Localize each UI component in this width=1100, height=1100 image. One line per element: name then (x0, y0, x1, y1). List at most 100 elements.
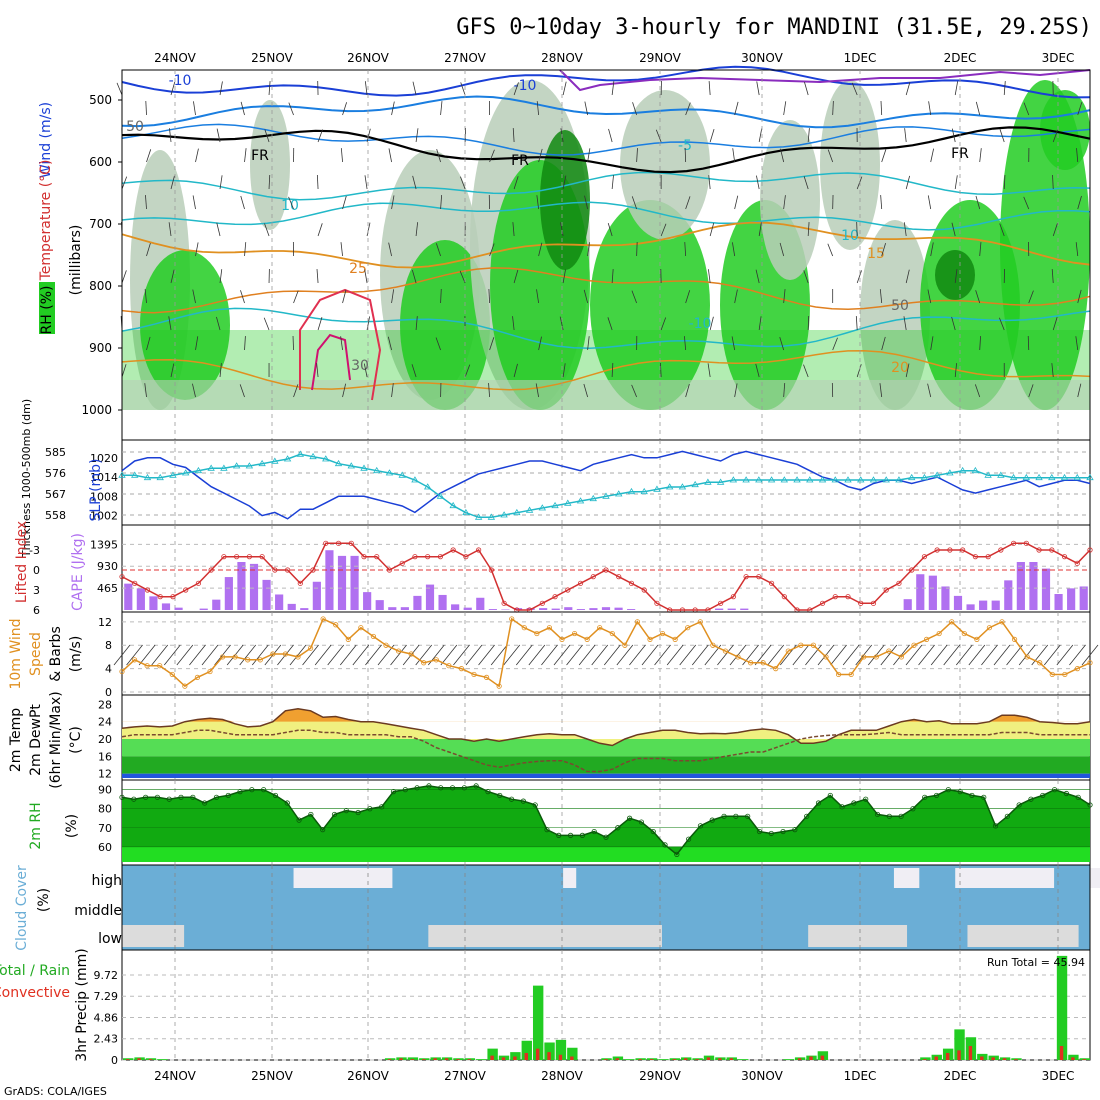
cape-lifted-index-panel: -3 0 3 6 1395 930 465 (29, 524, 1093, 617)
wind-speed-line-marker (722, 648, 729, 654)
upper-wind-barb (268, 175, 271, 190)
cape-bar (903, 599, 912, 610)
thickness-line-marker (997, 471, 1005, 478)
upper-wind-barb (783, 383, 786, 398)
temp-unit: (°C) (68, 726, 84, 754)
surface-wind-barb (566, 644, 583, 666)
surface-wind-barb (591, 644, 609, 666)
slp-tick-label: 1020 (90, 452, 118, 465)
thickness-line-marker (653, 485, 661, 492)
cape-bar (1016, 562, 1025, 610)
precip-total-bar (487, 1048, 498, 1060)
precip-convective-bar (410, 1059, 415, 1060)
precip-convective-bar (444, 1058, 449, 1060)
lifted-index-line-marker (412, 554, 418, 560)
wind-speed-line-marker (194, 674, 201, 680)
precip-total-bar (521, 1040, 532, 1060)
precip-convective-bar (558, 1054, 563, 1060)
upper-wind-barb (1077, 289, 1082, 304)
pressure-tick-label: 1000 (81, 403, 112, 417)
cape-bar (463, 607, 472, 610)
upper-wind-barb (587, 336, 590, 351)
temperature-contour (121, 221, 1091, 269)
wind-speed-line-marker (798, 642, 804, 648)
upper-wind-barb (562, 363, 566, 378)
upper-wind-barb (391, 289, 395, 304)
upper-wind-barb (611, 175, 614, 190)
upper-wind-barb (954, 81, 959, 96)
cape-bar (174, 607, 183, 610)
rh-shade-area (935, 250, 975, 300)
thickness-line-marker (589, 494, 597, 502)
rh-line-marker (709, 817, 715, 823)
temp-label-3: (6hr Min/Max) (48, 691, 64, 788)
wind-speed-line-marker (433, 657, 439, 663)
upper-wind-barb (435, 243, 441, 257)
upper-wind-barb (611, 363, 614, 378)
thickness-line-marker (857, 476, 865, 483)
upper-wind-barb (827, 243, 834, 257)
temperature-contour (121, 126, 1091, 174)
low-cloud-gap (1065, 925, 1079, 947)
cape-label: CAPE (J/kg) (70, 533, 86, 611)
thickness-line-marker (895, 476, 903, 483)
surface-wind-barb (981, 644, 998, 666)
lifted-index-line-marker (157, 594, 163, 600)
rh-line-marker (957, 789, 963, 795)
surface-wind-barb (754, 644, 772, 666)
upper-wind-barb (146, 149, 152, 163)
rh-line-marker (237, 789, 243, 795)
bottom-date-axis: 24NOV 25NOV 26NOV 27NOV 28NOV 29NOV 30NOV 1DEC 2… (154, 1069, 1074, 1083)
thickness-line-marker (984, 471, 992, 478)
surface-wind-barb (603, 644, 621, 666)
upper-wind-barb (780, 148, 785, 163)
upper-wind-barb (170, 269, 175, 284)
rh-line-marker (969, 792, 975, 799)
bottom-date-label: 28NOV (541, 1069, 583, 1083)
cape-bar (312, 581, 321, 610)
upper-wind-barb (660, 317, 667, 331)
wind-speed-line-marker (923, 636, 930, 642)
thickness-line-marker (373, 466, 381, 474)
thickness-line-marker (780, 476, 789, 483)
cloud-label: Cloud Cover (14, 865, 30, 951)
precip-convective-bar (968, 1046, 973, 1060)
precip-total-bar (658, 1059, 669, 1060)
low-cloud-gap (612, 925, 626, 947)
upper-wind-barb (342, 289, 347, 304)
upper-wind-barb (684, 148, 687, 163)
rh-fill-area (122, 785, 1090, 855)
top-date-label: 28NOV (541, 51, 583, 65)
rh-label: 2m RH (28, 802, 44, 849)
rh-shade-area (590, 200, 710, 410)
high-cloud-gap (967, 868, 981, 888)
upper-wind-barb (803, 270, 809, 284)
bottom-date-label: 24NOV (154, 1069, 196, 1083)
upper-wind-barb (685, 102, 691, 116)
lifted-index-line-marker (183, 587, 189, 593)
thickness-line-marker (564, 499, 572, 506)
upper-wind-barb (584, 101, 589, 116)
wind-speed-line-marker (936, 630, 942, 637)
upper-wind-barb (264, 223, 270, 237)
thickness-line-marker (729, 476, 738, 483)
thickness-line-marker (806, 476, 814, 483)
upper-wind-barb (1075, 242, 1079, 257)
thickness-line-marker (576, 497, 585, 504)
upper-wind-barb (538, 336, 542, 351)
rh-line-marker (804, 813, 810, 819)
thickness-line-marker (793, 476, 801, 483)
thickness-line-marker (958, 466, 967, 474)
lifted-index-line-marker (348, 540, 354, 546)
wind-speed-line (121, 617, 1091, 688)
thickness-line-marker (844, 476, 852, 483)
wind-speed-line-marker (1087, 660, 1093, 666)
upper-wind-barb (709, 316, 714, 331)
upper-wind-barb (340, 336, 343, 351)
upper-wind-barb (758, 128, 763, 143)
upper-wind-barb (905, 363, 910, 378)
lifted-index-line-marker (1087, 547, 1093, 553)
bottom-date-label: 1DEC (844, 1069, 877, 1083)
wind-speed-line-marker (634, 619, 641, 625)
thickness-line-marker (207, 464, 215, 471)
